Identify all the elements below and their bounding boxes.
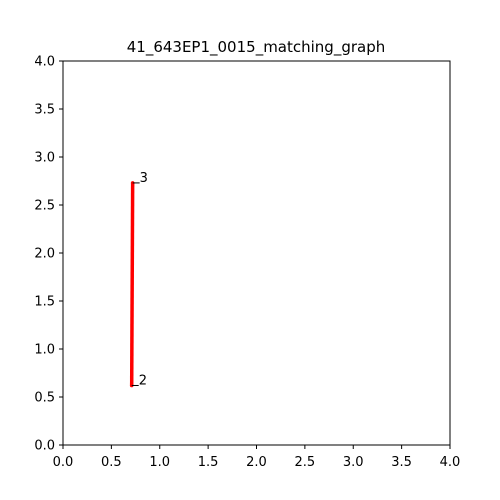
plot-series: 23 [129, 171, 148, 388]
x-tick-label: 1.5 [198, 455, 219, 470]
x-tick-label: 3.5 [391, 455, 412, 470]
x-axis: 0.0 0.5 1.0 1.5 2.0 2.5 3.0 3.5 4.0 [53, 445, 461, 470]
y-tick-label: 2.0 [34, 247, 55, 262]
y-tick-label: 0.0 [34, 439, 55, 454]
y-tick-label: 4.0 [34, 55, 55, 70]
x-tick-label: 4.0 [440, 455, 461, 470]
x-tick-label: 3.0 [343, 455, 364, 470]
y-tick-label: 2.5 [34, 199, 55, 214]
series-line [129, 182, 135, 386]
y-axis: 0.0 0.5 1.0 1.5 2.0 2.5 3.0 3.5 4.0 [34, 55, 63, 454]
y-tick-label: 0.5 [34, 391, 55, 406]
y-tick-label: 3.5 [34, 103, 55, 118]
x-tick-label: 2.5 [295, 455, 316, 470]
chart-title: 41_643EP1_0015_matching_graph [127, 38, 386, 57]
point-label: 2 [139, 373, 147, 388]
y-tick-label: 3.0 [34, 151, 55, 166]
plot-frame [62, 60, 451, 446]
point-label: 3 [140, 171, 148, 186]
x-tick-label: 2.0 [246, 455, 267, 470]
x-tick-label: 1.0 [149, 455, 170, 470]
y-tick-label: 1.0 [34, 343, 55, 358]
y-tick-label: 1.5 [34, 295, 55, 310]
x-tick-label: 0.0 [53, 455, 74, 470]
x-tick-label: 0.5 [101, 455, 122, 470]
